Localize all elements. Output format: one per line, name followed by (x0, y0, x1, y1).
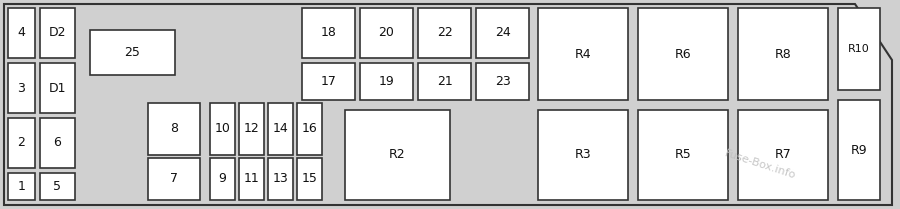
Text: R9: R9 (850, 144, 868, 157)
Text: 1: 1 (18, 180, 25, 193)
Bar (302, 8, 355, 58)
Bar (360, 8, 413, 58)
Text: R6: R6 (675, 47, 691, 60)
Bar (538, 110, 628, 200)
Text: D1: D1 (49, 82, 67, 94)
Bar (40, 173, 75, 200)
Bar (148, 103, 200, 155)
Text: R7: R7 (775, 149, 791, 162)
Bar (8, 63, 35, 113)
Text: 19: 19 (379, 75, 394, 88)
Polygon shape (4, 4, 892, 205)
Text: 10: 10 (214, 122, 230, 135)
Text: 17: 17 (320, 75, 337, 88)
Bar (148, 158, 200, 200)
Text: 2: 2 (18, 136, 25, 149)
Bar (268, 103, 293, 155)
Text: 15: 15 (302, 172, 318, 186)
Text: D2: D2 (49, 27, 67, 40)
Bar (838, 100, 880, 200)
Text: 4: 4 (18, 27, 25, 40)
Bar (738, 8, 828, 100)
Text: 21: 21 (436, 75, 453, 88)
Bar (418, 8, 471, 58)
Text: 5: 5 (53, 180, 61, 193)
Text: R8: R8 (775, 47, 791, 60)
Bar (418, 63, 471, 100)
Text: R3: R3 (575, 149, 591, 162)
Bar (838, 8, 880, 90)
Bar (239, 103, 264, 155)
Text: 25: 25 (124, 46, 140, 59)
Bar (638, 8, 728, 100)
Bar (210, 158, 235, 200)
Text: 7: 7 (170, 172, 178, 186)
Bar (40, 8, 75, 58)
Bar (297, 103, 322, 155)
Bar (302, 63, 355, 100)
Text: 23: 23 (495, 75, 510, 88)
Text: R2: R2 (389, 149, 406, 162)
Text: R4: R4 (575, 47, 591, 60)
Bar (210, 103, 235, 155)
Bar (360, 63, 413, 100)
Text: 24: 24 (495, 27, 510, 40)
Text: 11: 11 (244, 172, 259, 186)
Bar (268, 158, 293, 200)
Text: 3: 3 (18, 82, 25, 94)
Bar (476, 63, 529, 100)
Text: 8: 8 (170, 122, 178, 135)
Bar (40, 63, 75, 113)
Text: 13: 13 (273, 172, 288, 186)
Bar (638, 110, 728, 200)
Text: 14: 14 (273, 122, 288, 135)
Text: 6: 6 (54, 136, 61, 149)
Text: 22: 22 (436, 27, 453, 40)
Text: 16: 16 (302, 122, 318, 135)
Bar (345, 110, 450, 200)
Bar (8, 173, 35, 200)
Text: Fuse-Box.info: Fuse-Box.info (723, 149, 796, 181)
Bar (738, 110, 828, 200)
Bar (8, 8, 35, 58)
Bar (40, 118, 75, 168)
Bar (297, 158, 322, 200)
Text: 12: 12 (244, 122, 259, 135)
Bar (90, 30, 175, 75)
Text: 20: 20 (379, 27, 394, 40)
Bar (8, 118, 35, 168)
Bar (239, 158, 264, 200)
Text: 9: 9 (219, 172, 227, 186)
Text: R5: R5 (675, 149, 691, 162)
Text: 18: 18 (320, 27, 337, 40)
Bar (476, 8, 529, 58)
Bar (538, 8, 628, 100)
Text: R10: R10 (848, 44, 870, 54)
